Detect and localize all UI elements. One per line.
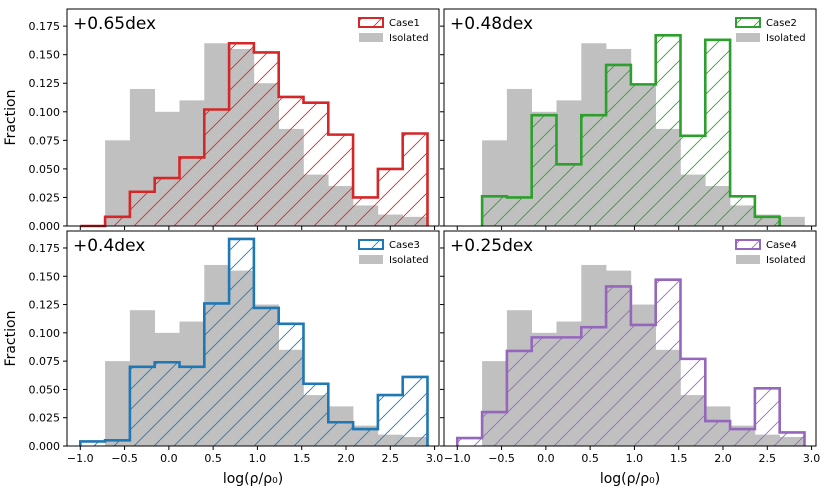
panel-title: +0.65dex [73, 14, 156, 34]
legend-swatch-isolated [359, 33, 383, 42]
panel-4: −1.0 −0.5 0.0 0.5 1.0 1.5 2.0 2.5 3.0 +0.25dex Cas… [440, 230, 821, 465]
y-tick-label: 0.125 [29, 299, 61, 312]
case-hatch-fill [80, 238, 428, 446]
panel-1: 0.000 0.025 0.050 0.075 0.100 0.125 0.150 0.175… [29, 8, 440, 233]
legend-swatch-isolated [736, 33, 760, 42]
x-tick-label: −1.0 [67, 452, 94, 465]
legend-swatch-case [358, 17, 384, 28]
panel-title: +0.25dex [450, 236, 533, 256]
y-axis-label: Fraction [3, 311, 19, 367]
x-tick-label: 2.0 [337, 452, 355, 465]
legend-label-isolated: Isolated [766, 33, 806, 44]
x-tick-label: −0.5 [111, 452, 138, 465]
isolated-bar [105, 140, 131, 226]
x-axis-label: log(ρ/ρ₀) [600, 471, 660, 487]
x-tick-label: 1.0 [249, 452, 267, 465]
y-tick-label: 0.050 [29, 383, 61, 396]
y-tick-label: 0.100 [29, 327, 61, 340]
case-hatch-fill [457, 279, 805, 446]
x-tick-label: 2.5 [759, 452, 777, 465]
x-tick-label: 3.0 [803, 452, 821, 465]
case-step-outline [78, 237, 429, 446]
legend-label-case: Case4 [766, 240, 797, 251]
axes-frame [443, 230, 817, 447]
y-tick-label: 0.000 [29, 440, 61, 453]
x-tick-label: 3.0 [426, 452, 444, 465]
y-tick-label: 0.175 [29, 242, 61, 255]
panel-title: +0.4dex [73, 236, 145, 256]
legend-swatch-isolated [359, 255, 383, 264]
legend-label-isolated: Isolated [389, 255, 429, 266]
legend-label-case: Case1 [389, 18, 420, 29]
y-tick-label: 0.050 [29, 163, 61, 176]
axes-frame [443, 8, 817, 227]
x-tick-label: 1.5 [670, 452, 688, 465]
legend-swatch-case [735, 239, 761, 250]
case-hatch-fill [80, 43, 428, 227]
legend-label-case: Case3 [389, 240, 420, 251]
panel-2: +0.48dex Case2 Isolated [440, 8, 817, 230]
x-tick-label: −1.0 [444, 452, 471, 465]
x-tick-label: −0.5 [488, 452, 515, 465]
legend-swatch-case [735, 17, 761, 28]
legend-label-isolated: Isolated [389, 33, 429, 44]
legend-swatch-case [358, 239, 384, 250]
axes-frame [66, 230, 440, 447]
y-tick-label: 0.150 [29, 270, 61, 283]
y-tick-label: 0.175 [29, 20, 61, 33]
y-tick-label: 0.075 [29, 355, 61, 368]
x-tick-label: 2.5 [382, 452, 400, 465]
y-tick-label: 0.000 [29, 220, 61, 233]
x-tick-label: 1.5 [293, 452, 311, 465]
y-tick-label: 0.075 [29, 134, 61, 147]
y-tick-label: 0.025 [29, 412, 61, 425]
x-tick-label: 0.5 [581, 452, 599, 465]
y-tick-label: 0.125 [29, 77, 61, 90]
panel-title: +0.48dex [450, 14, 533, 34]
legend-label-case: Case2 [766, 18, 797, 29]
legend-swatch-isolated [736, 255, 760, 264]
case-step-outline [480, 33, 781, 226]
isolated-bar [779, 216, 805, 226]
isolated-bar [105, 361, 131, 446]
legend-label-isolated: Isolated [766, 255, 806, 266]
x-axis-label: log(ρ/ρ₀) [223, 471, 283, 487]
case-step-outline [455, 278, 806, 446]
x-tick-label: 0.0 [537, 452, 555, 465]
y-axis-label: Fraction [3, 90, 19, 146]
x-tick-label: 0.0 [160, 452, 178, 465]
panel-3: −1.0 −0.5 0.0 0.5 1.0 1.5 2.0 2.5 3.0 0.000 0.025 0… [29, 230, 444, 465]
x-tick-label: 1.0 [626, 452, 644, 465]
axes-frame [66, 8, 440, 227]
x-tick-label: 2.0 [714, 452, 732, 465]
y-tick-label: 0.150 [29, 49, 61, 62]
case-step-outline [80, 41, 429, 228]
y-tick-label: 0.025 [29, 191, 61, 204]
x-tick-label: 0.5 [204, 452, 222, 465]
y-tick-label: 0.100 [29, 106, 61, 119]
